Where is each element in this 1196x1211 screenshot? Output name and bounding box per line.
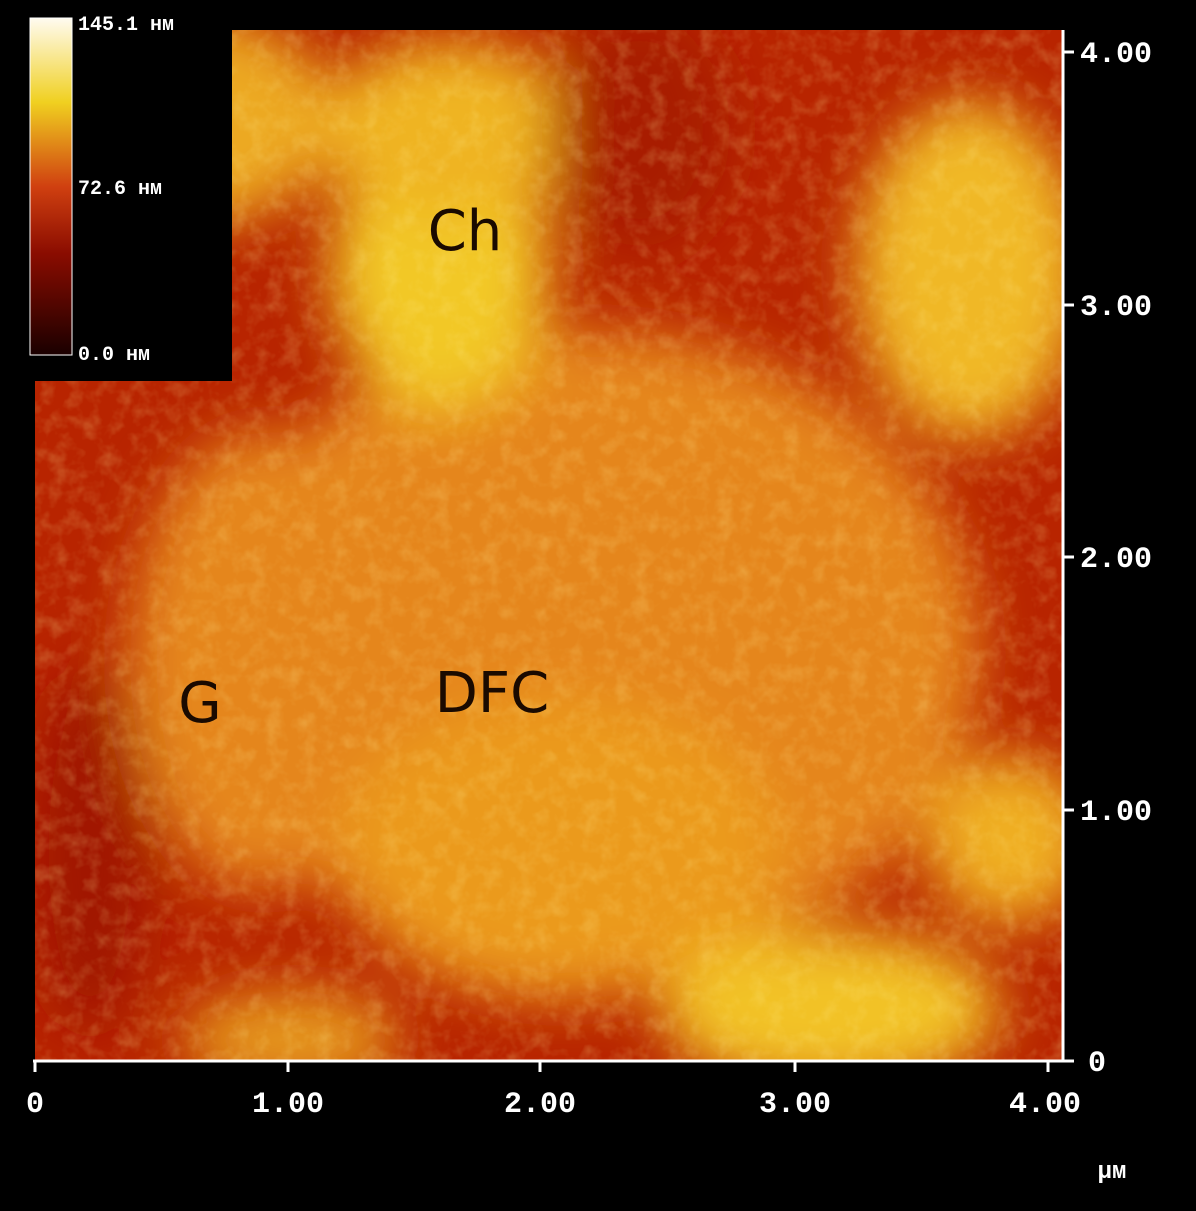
y-tick-label: 4.00 [1080,38,1152,72]
colorbar-label: 72.6 нм [78,178,162,201]
x-tick-label: 2.00 [504,1088,576,1122]
annotation: G [178,671,221,736]
x-tick-label: 4.00 [1009,1088,1081,1122]
y-axis: 4.00 3.00 2.00 1.00 0 [1080,38,1152,1081]
colorbar-label: 0.0 нм [78,344,150,367]
y-tick-label: 0 [1088,1047,1106,1081]
x-tick-label: 0 [26,1088,44,1122]
colorbar: 145.1 нм 72.6 нм 0.0 нм [8,5,232,381]
x-axis-unit: µм [1098,1159,1127,1186]
annotation: Ch [428,199,503,264]
y-tick-label: 3.00 [1080,291,1152,325]
y-tick-label: 1.00 [1080,796,1152,830]
colorbar-label: 145.1 нм [78,14,174,37]
x-axis: 0 1.00 2.00 3.00 4.00 µм [26,1088,1126,1186]
annotation: DFC [435,661,549,726]
y-tick-label: 2.00 [1080,543,1152,577]
x-tick-label: 3.00 [759,1088,831,1122]
x-tick-label: 1.00 [252,1088,324,1122]
tick-marks [33,50,1074,1072]
